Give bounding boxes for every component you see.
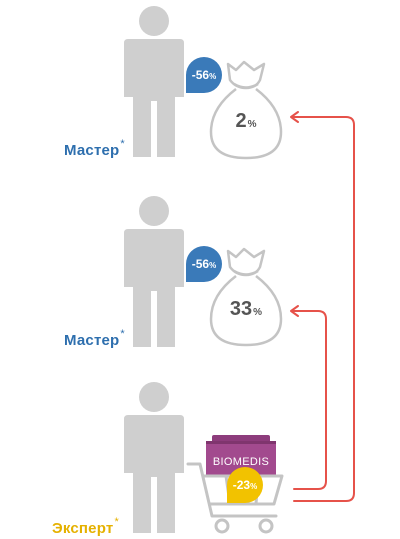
level-label: Мастер* xyxy=(64,328,125,349)
discount-badge: -56% xyxy=(186,246,222,282)
person-icon xyxy=(124,196,184,347)
level-label: Мастер* xyxy=(64,138,125,159)
product-label: BIOMEDIS xyxy=(212,456,270,468)
level-label: Эксперт* xyxy=(52,516,119,537)
money-bag-icon xyxy=(209,247,283,347)
bag-value: 2% xyxy=(235,110,257,132)
person-icon xyxy=(124,6,184,157)
money-bag-icon xyxy=(209,60,283,160)
discount-badge: -56% xyxy=(186,57,222,93)
bag-value: 33% xyxy=(229,298,263,320)
person-icon xyxy=(124,382,184,533)
discount-badge: -23% xyxy=(227,467,263,503)
